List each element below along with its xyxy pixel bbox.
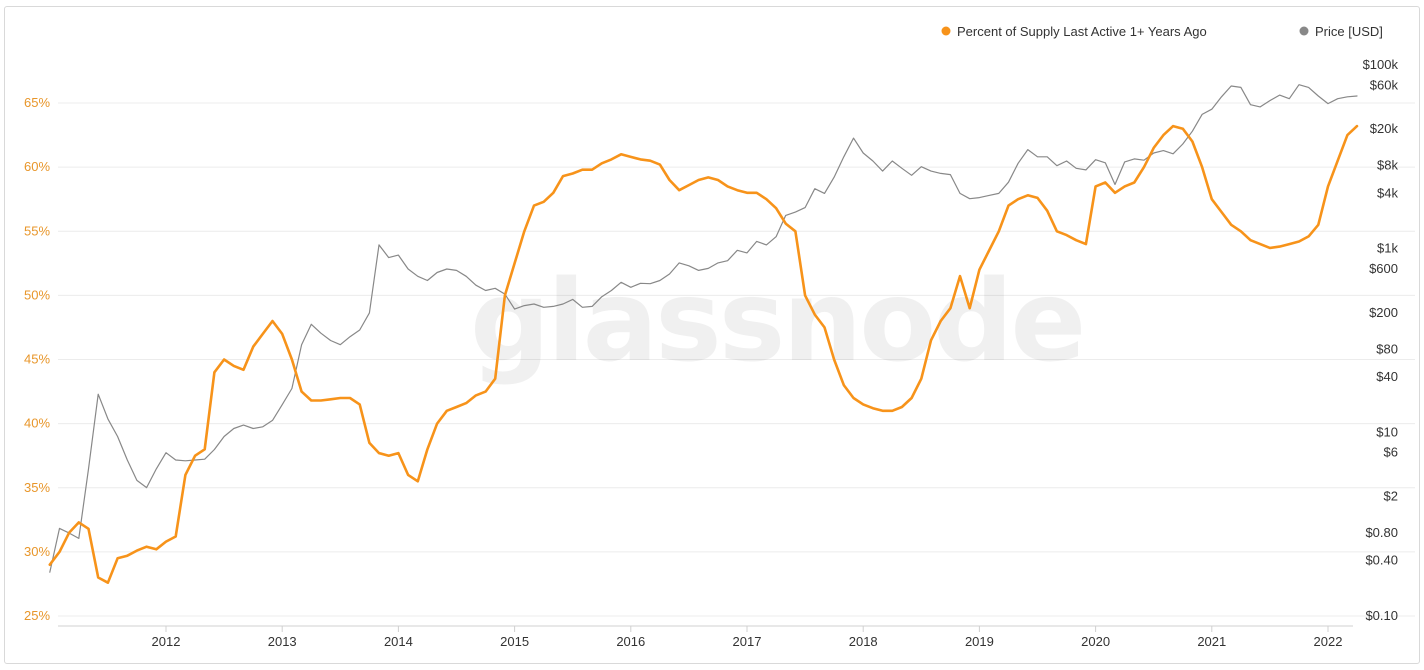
chart-frame	[4, 6, 1420, 664]
y-left-tick-label: 30%	[24, 544, 50, 559]
y-right-tick-label: $6	[1384, 445, 1398, 460]
y-right-tick-label: $2	[1384, 489, 1398, 504]
y-axis-right: $100k $60k $20k $8k $4k $1k $600 $200 $80 $40 $10 $…	[1363, 57, 1399, 623]
grid-lines	[58, 102, 1415, 617]
y-right-tick-label: $100k	[1363, 57, 1399, 72]
legend-marker	[941, 26, 951, 36]
x-axis: 2012 2013 2014 2015 2016 2017 2018 2019 2020 2021…	[58, 625, 1353, 649]
supply-active-series-line	[48, 124, 1359, 584]
x-tick-label: 2019	[965, 634, 994, 649]
x-tick-label: 2015	[500, 634, 529, 649]
y-right-tick-label: $1k	[1377, 241, 1398, 256]
x-tick-label: 2017	[733, 634, 762, 649]
y-right-tick-label: $600	[1369, 261, 1398, 276]
legend[interactable]: Percent of Supply Last Active 1+ Years A…	[941, 24, 1383, 39]
y-left-tick-label: 40%	[24, 416, 50, 431]
y-right-tick-label: $40	[1376, 369, 1398, 384]
x-tick-label: 2016	[616, 634, 645, 649]
y-left-tick-label: 25%	[24, 608, 50, 623]
legend-marker	[1299, 26, 1309, 36]
y-left-tick-label: 35%	[24, 480, 50, 495]
y-left-tick-label: 55%	[24, 223, 50, 238]
x-tick-label: 2018	[849, 634, 878, 649]
y-right-tick-label: $10	[1376, 424, 1398, 439]
y-right-tick-label: $20k	[1370, 121, 1399, 136]
legend-item-supply[interactable]: Percent of Supply Last Active 1+ Years A…	[941, 24, 1207, 39]
y-right-tick-label: $8k	[1377, 158, 1398, 173]
y-left-tick-label: 65%	[24, 95, 50, 110]
y-right-tick-label: $80	[1376, 341, 1398, 356]
y-left-tick-label: 60%	[24, 159, 50, 174]
x-tick-label: 2020	[1081, 634, 1110, 649]
y-right-tick-label: $60k	[1370, 77, 1399, 92]
y-right-tick-label: $200	[1369, 305, 1398, 320]
legend-item-price[interactable]: Price [USD]	[1299, 24, 1383, 39]
x-tick-label: 2021	[1197, 634, 1226, 649]
x-tick-label: 2014	[384, 634, 413, 649]
y-right-tick-label: $0.80	[1365, 525, 1398, 540]
x-tick-label: 2012	[152, 634, 181, 649]
x-tick-label: 2013	[268, 634, 297, 649]
x-tick-label: 2022	[1314, 634, 1343, 649]
y-left-tick-label: 45%	[24, 352, 50, 367]
series-group	[48, 84, 1359, 584]
y-right-tick-label: $0.10	[1365, 608, 1398, 623]
y-right-tick-label: $4k	[1377, 185, 1398, 200]
legend-label: Price [USD]	[1315, 24, 1383, 39]
watermark: glassnode	[470, 257, 1083, 387]
price-series-line	[49, 84, 1358, 573]
legend-label: Percent of Supply Last Active 1+ Years A…	[957, 24, 1207, 39]
y-right-tick-label: $0.40	[1365, 553, 1398, 568]
y-left-tick-label: 50%	[24, 287, 50, 302]
y-axis-left: 25% 30% 35% 40% 45% 50% 55% 60% 65%	[24, 95, 50, 623]
